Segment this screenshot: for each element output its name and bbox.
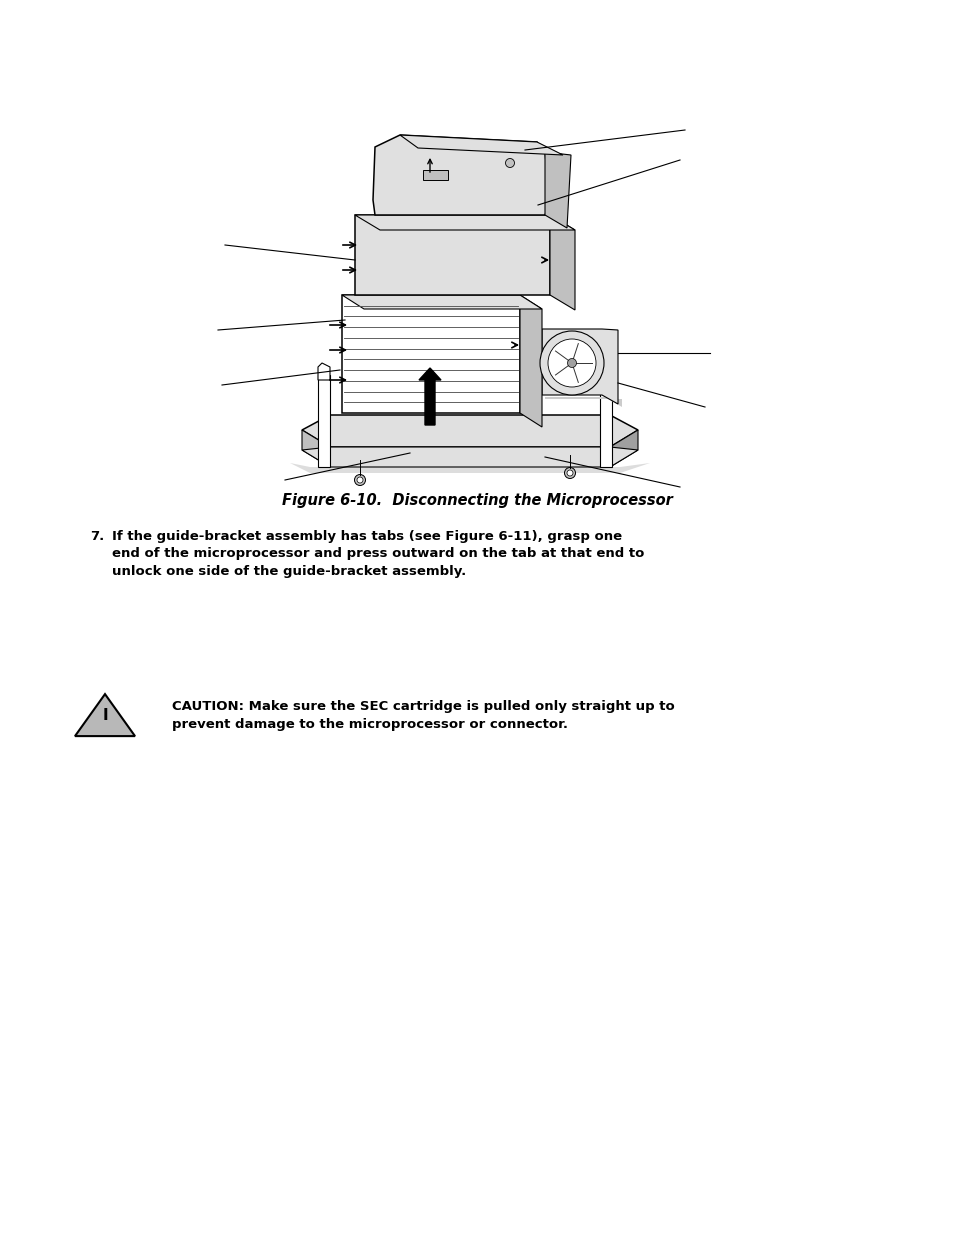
Polygon shape <box>75 694 135 736</box>
Polygon shape <box>302 447 638 467</box>
Polygon shape <box>373 135 550 215</box>
Polygon shape <box>599 375 612 467</box>
Polygon shape <box>341 295 541 309</box>
Circle shape <box>355 474 365 485</box>
Polygon shape <box>544 152 571 228</box>
Polygon shape <box>550 215 575 310</box>
Polygon shape <box>544 396 621 408</box>
Text: CAUTION: Make sure the SEC cartridge is pulled only straight up to
prevent damag: CAUTION: Make sure the SEC cartridge is … <box>172 700 674 731</box>
Polygon shape <box>599 363 612 380</box>
Text: 7.: 7. <box>90 530 104 543</box>
Polygon shape <box>317 363 330 380</box>
Polygon shape <box>541 329 618 404</box>
Polygon shape <box>609 430 638 467</box>
Bar <box>422 170 448 180</box>
Circle shape <box>539 331 603 395</box>
Polygon shape <box>341 295 519 412</box>
FancyArrow shape <box>418 368 440 425</box>
Polygon shape <box>399 135 562 156</box>
Circle shape <box>566 471 573 475</box>
Text: Figure 6-10.  Disconnecting the Microprocessor: Figure 6-10. Disconnecting the Microproc… <box>281 493 672 508</box>
Polygon shape <box>302 415 638 447</box>
Polygon shape <box>302 430 330 467</box>
Polygon shape <box>317 375 330 467</box>
Polygon shape <box>355 215 575 230</box>
Circle shape <box>356 477 363 483</box>
Text: If the guide-bracket assembly has tabs (see Figure 6-11), grasp one
end of the m: If the guide-bracket assembly has tabs (… <box>112 530 643 578</box>
Circle shape <box>505 158 514 168</box>
Circle shape <box>567 358 576 368</box>
Circle shape <box>564 468 575 478</box>
Text: I: I <box>102 708 108 722</box>
Polygon shape <box>290 463 649 473</box>
Polygon shape <box>519 295 541 427</box>
Polygon shape <box>355 215 550 295</box>
Circle shape <box>547 338 596 387</box>
